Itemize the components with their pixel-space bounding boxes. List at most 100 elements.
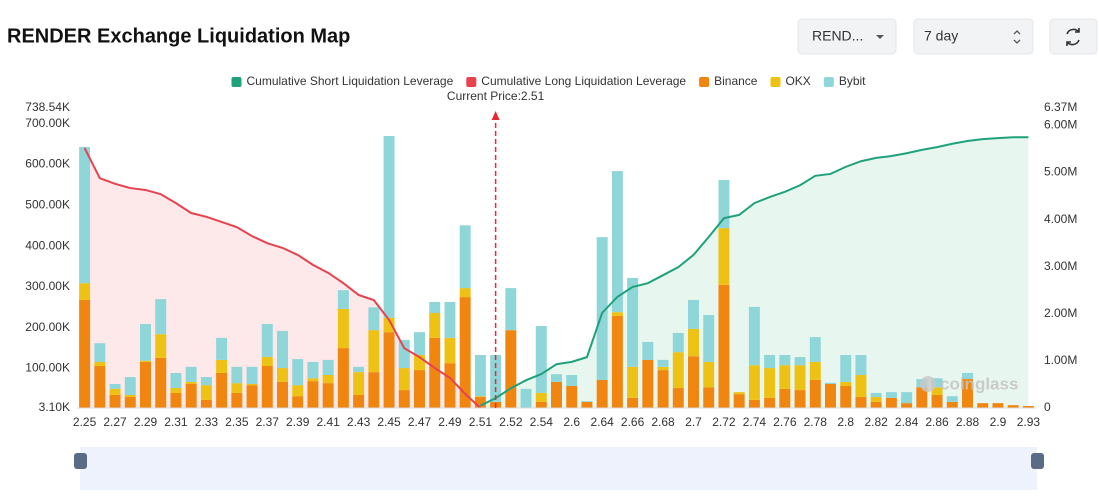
bar-segment <box>140 361 151 408</box>
bar-segment <box>520 388 532 408</box>
period-select[interactable]: 7 day <box>913 18 1034 55</box>
bar-segment <box>307 361 319 379</box>
bar-segment <box>109 394 121 408</box>
bar-segment <box>505 330 517 408</box>
bar-segment <box>748 306 760 366</box>
legend-item: OKX <box>770 74 811 88</box>
range-slider[interactable] <box>74 447 1044 490</box>
spinner <box>1013 30 1021 44</box>
bar-segment <box>962 379 973 408</box>
legend-label: Bybit <box>839 74 866 88</box>
legend-swatch <box>466 77 477 87</box>
y-tick-label: 200.00K <box>25 320 70 334</box>
bar-segment <box>459 288 471 298</box>
bar-segment <box>870 401 882 408</box>
select-box[interactable] <box>913 18 1034 55</box>
bar-segment <box>657 359 669 367</box>
bar-segment <box>246 385 258 408</box>
bar-segment <box>642 341 654 360</box>
bars <box>79 135 1034 408</box>
x-tick-label: 2.66 <box>621 415 645 429</box>
bar-segment <box>779 355 791 366</box>
slider-handle[interactable] <box>74 453 87 469</box>
x-tick-label: 2.88 <box>956 415 980 429</box>
current-price-arrow <box>491 111 500 120</box>
bar-segment <box>231 366 243 384</box>
x-tick-label: 2.52 <box>499 415 523 429</box>
slider-handle[interactable] <box>1031 453 1044 469</box>
bar-segment <box>337 348 349 408</box>
bar-segment <box>414 370 425 408</box>
bar-segment <box>398 339 410 369</box>
x-tick-label: 2.9 <box>990 415 1007 429</box>
bar-segment <box>109 388 121 395</box>
bar-segment <box>779 388 791 408</box>
bar-segment <box>383 317 395 333</box>
bar-segment <box>474 396 486 398</box>
bar-segment <box>611 315 623 408</box>
bar-segment <box>124 377 136 395</box>
bar-segment <box>657 366 669 371</box>
bar-segment <box>703 387 715 408</box>
y2-tick-label: 6.37M <box>1044 100 1077 114</box>
bar-segment <box>992 403 1004 408</box>
bar-segment <box>292 385 304 397</box>
symbol-select[interactable]: REND... <box>797 18 897 55</box>
x-tick-label: 2.7 <box>685 415 702 429</box>
button-box[interactable] <box>1049 18 1098 55</box>
x-tick-label: 2.68 <box>651 415 675 429</box>
bar-segment <box>870 397 882 402</box>
y-tick-label: 300.00K <box>25 279 70 293</box>
bar-segment <box>353 394 365 408</box>
bar-segment <box>977 403 989 408</box>
bar-segment <box>962 372 973 380</box>
bar-segment <box>79 283 91 300</box>
x-tick-label: 2.37 <box>256 415 280 429</box>
y2-tick-label: 0 <box>1044 400 1051 414</box>
bar-segment <box>688 299 699 329</box>
y-tick-label: 700.00K <box>25 116 70 130</box>
bar-segment <box>307 381 319 408</box>
x-tick-label: 2.54 <box>530 415 554 429</box>
watermark-icon <box>920 376 936 392</box>
bar-segment <box>901 392 913 404</box>
bar-segment <box>170 392 182 408</box>
bar-segment <box>94 343 106 362</box>
select-text[interactable]: 7 day <box>924 28 958 44</box>
bar-segment <box>231 383 243 393</box>
x-tick-label: 2.39 <box>286 415 310 429</box>
y2-tick-label: 6.00M <box>1044 118 1077 132</box>
bar-segment <box>627 366 639 398</box>
bar-segment <box>946 396 958 402</box>
select-box[interactable] <box>797 18 897 55</box>
bar-segment <box>855 374 867 398</box>
bar-segment <box>414 332 425 356</box>
y-tick-label: 738.54K <box>25 100 70 114</box>
bar-segment <box>292 396 304 408</box>
bar-segment <box>764 397 776 408</box>
bar-segment <box>672 352 684 389</box>
legend-item: Binance <box>699 74 758 88</box>
select-text[interactable]: REND... <box>812 28 863 44</box>
legend-item: Cumulative Short Liquidation Leverage <box>231 74 454 88</box>
y-tick-label: 3.10K <box>39 400 70 414</box>
y-tick-label: 400.00K <box>25 238 70 252</box>
bar-segment <box>124 397 136 408</box>
bar-segment <box>825 383 836 408</box>
bar-segment <box>170 388 182 393</box>
bar-segment <box>170 372 182 389</box>
bar-segment <box>337 290 349 309</box>
bar-segment <box>383 135 395 318</box>
bar-segment <box>733 394 745 408</box>
bar-segment <box>596 237 608 380</box>
bar-segment <box>901 403 913 408</box>
bar-segment <box>627 397 639 408</box>
bar-segment <box>307 378 319 382</box>
bar-segment <box>931 378 943 388</box>
refresh-button[interactable] <box>1049 18 1098 55</box>
x-tick-label: 2.35 <box>225 415 249 429</box>
bar-segment <box>779 365 791 389</box>
bar-segment <box>642 359 654 408</box>
y-tick-label: 600.00K <box>25 157 70 171</box>
bar-segment <box>581 401 593 408</box>
